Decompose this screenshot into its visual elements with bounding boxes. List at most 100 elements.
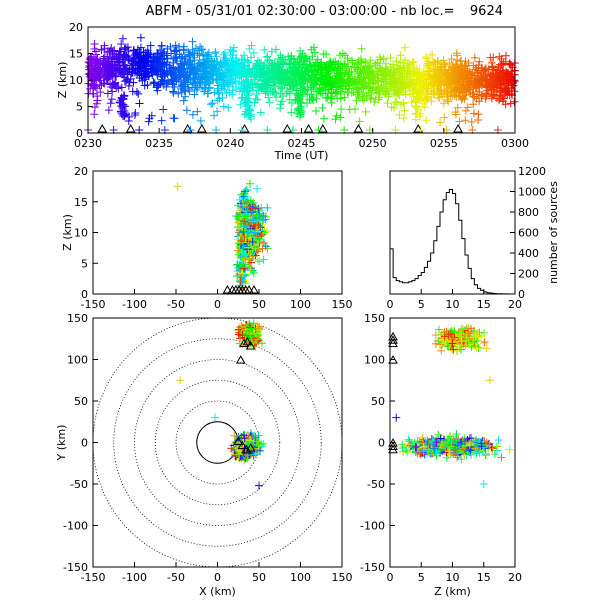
source-marker bbox=[319, 114, 328, 123]
source-marker bbox=[461, 61, 470, 70]
source-marker bbox=[461, 116, 470, 125]
source-marker bbox=[482, 449, 491, 458]
source-marker bbox=[488, 62, 497, 71]
station-marker bbox=[97, 123, 108, 133]
x-tick-label: 150 bbox=[332, 298, 353, 311]
source-marker bbox=[208, 99, 217, 108]
source-marker bbox=[265, 98, 274, 107]
source-marker bbox=[486, 71, 495, 80]
data-point bbox=[263, 203, 272, 212]
source-marker bbox=[332, 72, 341, 81]
source-marker bbox=[463, 65, 472, 74]
source-marker bbox=[130, 111, 139, 120]
source-marker bbox=[286, 85, 295, 94]
source-marker bbox=[218, 76, 227, 85]
source-marker bbox=[505, 445, 514, 454]
source-marker bbox=[395, 110, 404, 119]
outlier-point bbox=[176, 376, 185, 385]
y-tick-label: -50 bbox=[70, 478, 88, 491]
source-marker bbox=[136, 33, 145, 42]
source-marker bbox=[327, 88, 336, 97]
x-axis: -150 -100 -50 0 50 100 150 bbox=[81, 289, 353, 311]
source-marker bbox=[391, 98, 400, 107]
source-marker bbox=[506, 99, 515, 108]
source-marker bbox=[277, 84, 286, 93]
source-marker bbox=[482, 92, 491, 101]
source-marker bbox=[85, 65, 94, 74]
y-tick-label: 1000 bbox=[518, 186, 546, 199]
y-tick-label: 0 bbox=[81, 288, 88, 301]
source-marker bbox=[455, 117, 464, 126]
x-tick-label: 0300 bbox=[501, 137, 529, 150]
source-marker bbox=[316, 60, 325, 69]
source-marker bbox=[159, 105, 168, 114]
range-rings bbox=[93, 318, 342, 567]
source-marker bbox=[179, 45, 188, 54]
x-tick-label: 50 bbox=[252, 298, 266, 311]
y-tick-label: -50 bbox=[367, 478, 385, 491]
source-marker bbox=[470, 53, 479, 62]
source-marker bbox=[475, 97, 484, 106]
source-marker bbox=[337, 105, 346, 114]
source-marker bbox=[263, 56, 272, 65]
source-marker bbox=[190, 49, 199, 58]
source-marker bbox=[333, 94, 342, 103]
x-tick-label: 150 bbox=[332, 571, 353, 584]
station-marker bbox=[197, 123, 207, 133]
source-marker bbox=[104, 106, 113, 115]
source-marker bbox=[256, 108, 265, 117]
source-marker bbox=[475, 57, 484, 66]
source-marker bbox=[226, 72, 235, 81]
x-axis-label: X (km) bbox=[199, 585, 236, 598]
source-marker bbox=[439, 99, 448, 108]
station-marker bbox=[353, 123, 364, 133]
source-marker bbox=[469, 100, 478, 109]
source-marker bbox=[399, 113, 408, 122]
source-marker bbox=[246, 265, 255, 274]
y-tick-label: 100 bbox=[67, 354, 88, 367]
source-marker bbox=[374, 95, 383, 104]
figure-title: ABFM - 05/31/01 02:30:00 - 03:00:00 - nb… bbox=[145, 4, 503, 19]
source-marker bbox=[453, 103, 462, 112]
source-marker bbox=[267, 47, 276, 56]
source-marker bbox=[347, 88, 356, 97]
source-marker bbox=[361, 107, 370, 116]
source-marker bbox=[396, 51, 405, 60]
source-marker bbox=[483, 71, 492, 80]
source-marker bbox=[386, 53, 395, 62]
source-marker bbox=[469, 109, 478, 118]
source-cloud bbox=[173, 179, 272, 292]
y-tick-label: 10 bbox=[74, 227, 88, 240]
y-tick-label: 0 bbox=[81, 437, 88, 450]
source-marker bbox=[171, 41, 180, 50]
source-marker bbox=[456, 78, 465, 87]
x-tick-label: 0 bbox=[387, 571, 394, 584]
source-marker bbox=[89, 66, 98, 75]
source-marker bbox=[255, 257, 264, 266]
outlier-point bbox=[486, 376, 494, 385]
source-marker bbox=[113, 82, 122, 91]
source-marker bbox=[392, 98, 401, 107]
station-marker bbox=[303, 123, 314, 133]
station-marker bbox=[125, 123, 136, 133]
source-marker bbox=[247, 41, 256, 50]
x-tick-label: 5 bbox=[418, 571, 425, 584]
source-marker bbox=[179, 96, 188, 105]
source-marker bbox=[370, 71, 379, 80]
y-tick-label: 50 bbox=[371, 395, 385, 408]
source-marker bbox=[463, 103, 472, 112]
source-marker bbox=[422, 52, 431, 61]
source-marker bbox=[412, 110, 421, 119]
source-marker bbox=[440, 113, 449, 122]
source-marker bbox=[93, 96, 102, 105]
outlier-point bbox=[255, 481, 263, 490]
source-marker bbox=[236, 100, 245, 109]
source-marker bbox=[355, 117, 364, 126]
source-marker bbox=[124, 81, 133, 90]
source-marker bbox=[336, 94, 345, 103]
y-tick-label: 0 bbox=[518, 288, 525, 301]
source-marker bbox=[495, 52, 504, 61]
source-marker bbox=[122, 76, 131, 85]
